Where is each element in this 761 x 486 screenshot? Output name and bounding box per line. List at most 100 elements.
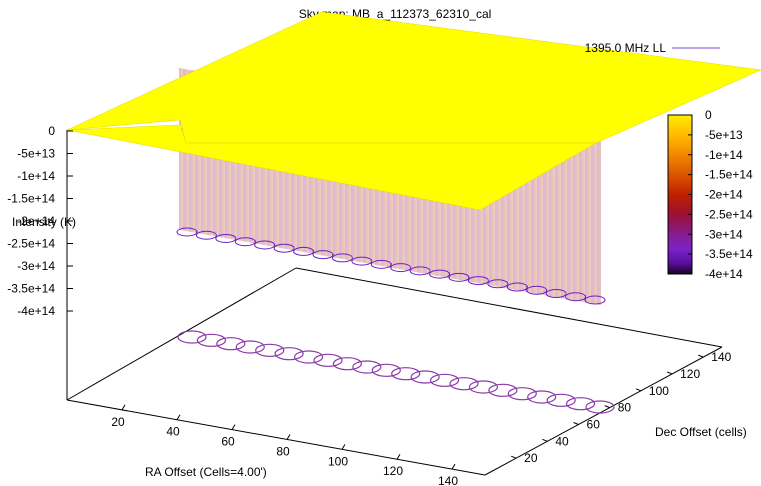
z-tick-label: -1.5e+14 <box>7 192 55 206</box>
y-tick-label: 140 <box>711 350 731 364</box>
surface-plane <box>66 11 761 211</box>
z-tick-label: -2.5e+14 <box>7 237 55 251</box>
colorbar: 0 -5e+13 -1e+14 -1.5e+14 -2e+14 -2.5e+14 -3e+1… <box>667 108 753 281</box>
floor-contour-loop <box>255 343 285 357</box>
z-tick-label: -5e+13 <box>17 147 55 161</box>
colorbar-tick-label: -3e+14 <box>705 227 743 241</box>
y-tick-label: 40 <box>555 434 569 448</box>
y-tick-mark <box>573 422 579 425</box>
floor-contour-loop <box>410 370 440 384</box>
z-tick-label: -1e+14 <box>17 169 55 183</box>
colorbar-tick-label: -1e+14 <box>705 148 743 162</box>
y-tick-mark <box>542 438 548 442</box>
y-tick-mark <box>666 371 673 375</box>
dip-bottom <box>409 266 431 276</box>
floor-contour-loop <box>527 390 557 404</box>
x-axis-label: RA Offset (Cells=4.00') <box>145 465 267 479</box>
legend-label: 1395.0 MHz LL <box>585 41 667 55</box>
colorbar-tick-label: -2.5e+14 <box>705 207 753 221</box>
x-tick-mark <box>121 404 126 411</box>
floor-contour-loop <box>468 380 499 394</box>
y-tick-label: 100 <box>649 384 669 398</box>
dip-bottom <box>254 240 276 250</box>
floor-contour-loop <box>546 393 576 407</box>
dip-bottom <box>312 250 334 260</box>
surface-back <box>66 11 761 144</box>
x-tick-mark <box>176 414 181 420</box>
floor-contour-loop <box>488 383 518 397</box>
y-tick-label: 80 <box>618 401 632 415</box>
colorbar-tick-label: -3.5e+14 <box>705 247 753 261</box>
y-tick-label: 20 <box>524 451 538 465</box>
x-tick-mark <box>341 444 346 450</box>
floor-contour-loop <box>449 377 479 391</box>
x-tick-label: 100 <box>328 454 348 468</box>
floor-contour-loop <box>274 347 304 361</box>
dip-bottom <box>195 230 217 240</box>
dip-bottom <box>467 276 489 286</box>
colorbar-tick-label: -4e+14 <box>705 267 743 281</box>
dip-bottom <box>331 253 353 263</box>
floor-contour-loop <box>585 400 615 414</box>
colorbar-tick-label: -5e+13 <box>705 128 743 142</box>
x-tick-label: 120 <box>383 464 403 478</box>
y-axis-label: Dec Offset (cells) <box>655 425 747 439</box>
x-tick-mark <box>396 453 401 460</box>
dip-bottom <box>234 237 256 247</box>
y-tick-label: 60 <box>587 417 601 431</box>
floor-contour <box>177 330 615 414</box>
floor-contour-loop <box>352 360 382 374</box>
floor-contour-loop <box>565 397 596 411</box>
legend: 1395.0 MHz LL <box>585 41 720 55</box>
y-tick-mark <box>635 388 642 392</box>
floor-contour-loop <box>332 357 363 371</box>
floor-contour-loop <box>371 363 401 377</box>
dip-bottom <box>565 292 587 302</box>
dip-bottom <box>506 282 528 292</box>
surface-front <box>66 124 597 211</box>
dip-bottom <box>545 289 567 299</box>
floor-contour-loop <box>196 333 227 347</box>
dip-bottom <box>293 246 315 256</box>
x-tick-label: 40 <box>166 425 180 439</box>
z-tick-label: -3e+14 <box>17 259 55 273</box>
x-tick-label: 80 <box>276 444 290 458</box>
y-tick-mark <box>510 455 517 459</box>
colorbar-tick-label: -1.5e+14 <box>705 168 753 182</box>
y-tick-mark <box>698 354 704 358</box>
x-tick-label: 20 <box>111 415 125 429</box>
floor-contour-loop <box>293 350 324 364</box>
floor-contour-loop <box>216 337 246 351</box>
dip-bottom <box>273 243 295 253</box>
x-axis-ticks: 20 40 60 80 100 120 140 <box>111 404 458 486</box>
z-tick-label: 0 <box>48 124 55 138</box>
floor-contour-loop <box>429 373 460 387</box>
dip-bottom <box>370 259 392 269</box>
dip-bottom <box>429 269 451 279</box>
y-axis-ticks: 20 40 60 80 100 120 140 <box>510 350 732 465</box>
dip-bottom <box>487 279 509 289</box>
z-tick-label: -2e+14 <box>17 214 55 228</box>
dip-bottom <box>215 233 237 243</box>
dip-bottom <box>176 227 198 237</box>
floor-contour-loop <box>177 330 207 344</box>
dip-bottom <box>448 272 470 282</box>
x-tick-mark <box>451 463 456 470</box>
floor-contour-loop <box>313 353 343 367</box>
z-tick-label: -4e+14 <box>17 304 55 318</box>
axes-frame <box>66 130 723 476</box>
dip-bottom <box>526 285 548 295</box>
colorbar-ticks: 0 -5e+13 -1e+14 -1.5e+14 -2e+14 -2.5e+14 -3e+1… <box>688 108 753 281</box>
floor-contour-loop <box>235 340 265 354</box>
y-tick-mark <box>604 405 610 409</box>
z-tick-label: -3.5e+14 <box>7 282 55 296</box>
x-tick-label: 140 <box>438 474 458 486</box>
dip-bottom <box>390 263 412 273</box>
floor-contour-loop <box>391 367 421 381</box>
x-tick-mark <box>286 434 291 440</box>
dip-bottom <box>351 256 373 266</box>
y-tick-label: 120 <box>680 367 700 381</box>
z-axis-ticks: 0 -5e+13 -1e+14 -1.5e+14 -2e+14 -2.5e+14 -3e+1… <box>7 124 73 318</box>
